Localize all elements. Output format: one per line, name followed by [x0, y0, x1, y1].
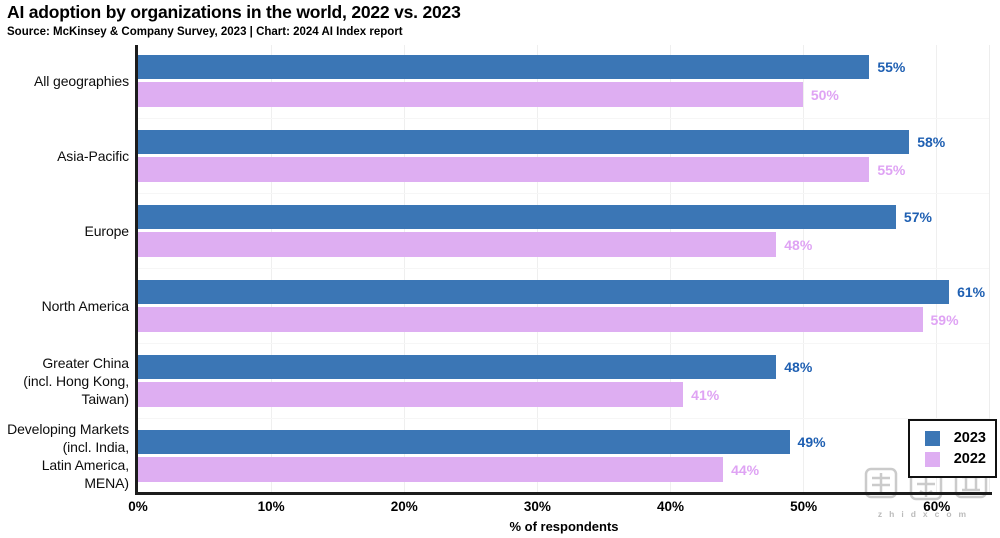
bar-group-all-geographies: 55% 50% [138, 55, 989, 107]
legend-swatch-2023 [925, 430, 940, 446]
bar-row-2022: 48% [138, 232, 989, 257]
category-label-line: All geographies [33, 73, 129, 89]
x-tick-label: 40% [656, 499, 685, 514]
gridline-horizontal [138, 418, 989, 419]
bar-group-asia-pacific: 58% 55% [138, 130, 989, 182]
x-axis-line [135, 492, 992, 495]
category-label-line: Europe [84, 223, 129, 239]
legend-item-2023: 2023 [925, 430, 986, 446]
bar-2023-developing-markets-incl-india-latin-america-mena [138, 430, 790, 454]
category-label-line: Developing Markets [7, 421, 129, 437]
value-label-2022-all-geographies: 50% [810, 86, 839, 103]
bar-group-north-america: 61% 59% [138, 280, 989, 332]
bar-row-2023: 55% [138, 55, 989, 79]
x-tick-label: 30% [523, 499, 551, 514]
value-label-2022-asia-pacific: 55% [877, 161, 906, 178]
bar-row-2022: 44% [138, 457, 989, 482]
y-axis-category-labels: All geographies Asia-Pacific Europe North A… [0, 45, 129, 493]
category-label-line: MENA) [84, 475, 129, 491]
bar-row-2022: 55% [138, 157, 989, 182]
gridline-vertical [536, 45, 538, 493]
value-label-2022-europe: 48% [784, 236, 813, 253]
x-tick-label: 0% [128, 499, 148, 514]
legend: 2023 2022 [908, 419, 997, 478]
value-label-2022-greater-china-incl-hong-kong-taiwan: 41% [691, 386, 720, 403]
value-label-2023-all-geographies: 55% [877, 59, 906, 75]
category-label-line: (incl. Hong Kong, [23, 373, 129, 389]
x-axis-title: % of respondents [509, 519, 619, 534]
bar-2023-greater-china-incl-hong-kong-taiwan [138, 355, 777, 379]
bar-row-2023: 48% [138, 355, 989, 379]
bar-group-developing-markets-incl-india-latin-america-mena: 49% 44% [138, 430, 989, 482]
gridline-vertical [270, 45, 272, 493]
chart-title: AI adoption by organizations in the worl… [7, 2, 461, 22]
category-label: North America [0, 280, 130, 332]
category-label: Greater China (incl. Hong Kong, Taiwan) [0, 355, 129, 407]
gridline-horizontal [138, 268, 989, 269]
x-tick-label: 50% [790, 499, 818, 514]
value-label-2023-developing-markets-incl-india-latin-america-mena: 49% [797, 434, 826, 450]
bar-group-europe: 57% 48% [138, 205, 989, 257]
legend-item-2022: 2022 [925, 451, 986, 467]
bar-2022-europe [138, 232, 777, 257]
value-label-2022-developing-markets-incl-india-latin-america-mena: 44% [731, 461, 760, 478]
bar-row-2023: 58% [138, 130, 989, 154]
plot-area: 55% 50% 58% 55% 57% 48% 61% 59% 48% 41% 49% 44% [138, 45, 990, 493]
x-tick-label: 20% [390, 499, 418, 514]
bar-2022-greater-china-incl-hong-kong-taiwan [138, 382, 684, 407]
gridline-vertical [403, 45, 405, 493]
gridline-horizontal [138, 118, 989, 119]
bar-2022-all-geographies [138, 82, 803, 107]
bar-row-2023: 61% [138, 280, 989, 304]
gridline-vertical [802, 45, 804, 493]
legend-label-2022: 2022 [953, 451, 986, 467]
gridline-vertical [669, 45, 671, 493]
category-label-line: North America [41, 298, 130, 314]
bar-2022-asia-pacific [138, 157, 870, 182]
category-label-line: (incl. India, [62, 439, 130, 455]
category-label-line: Asia-Pacific [57, 148, 129, 164]
category-label-line: Greater China [42, 355, 129, 371]
category-label: Asia-Pacific [0, 130, 129, 182]
bar-row-2023: 49% [138, 430, 989, 454]
category-label: Europe [0, 205, 129, 257]
chart-subtitle: Source: McKinsey & Company Survey, 2023 … [7, 26, 403, 38]
x-tick-label: 60% [923, 499, 951, 514]
category-label: All geographies [0, 55, 129, 107]
gridline-horizontal [138, 193, 989, 194]
bar-2022-developing-markets-incl-india-latin-america-mena [138, 457, 724, 482]
bar-row-2022: 59% [138, 307, 989, 332]
gridline-vertical [935, 45, 937, 493]
category-label-line: Taiwan) [81, 391, 129, 407]
bar-2023-europe [138, 205, 896, 229]
bar-group-greater-china-incl-hong-kong-taiwan: 48% 41% [138, 355, 989, 407]
gridline-horizontal [138, 343, 989, 344]
category-label: Developing Markets (incl. India, Latin Ame… [0, 421, 130, 491]
value-label-2023-europe: 57% [903, 209, 932, 225]
bar-2023-asia-pacific [138, 130, 910, 154]
bar-2023-north-america [138, 280, 950, 304]
bar-row-2022: 50% [138, 82, 989, 107]
value-label-2023-greater-china-incl-hong-kong-taiwan: 48% [784, 359, 813, 375]
bar-2022-north-america [138, 307, 923, 332]
value-label-2022-north-america: 59% [930, 311, 959, 328]
bar-row-2022: 41% [138, 382, 989, 407]
x-tick-label: 10% [257, 499, 285, 514]
value-label-2023-asia-pacific: 58% [917, 134, 946, 150]
value-label-2023-north-america: 61% [957, 284, 986, 300]
legend-swatch-2022 [925, 451, 940, 467]
legend-label-2023: 2023 [953, 430, 986, 446]
category-label-line: Latin America, [41, 457, 129, 473]
bar-row-2023: 57% [138, 205, 989, 229]
bar-2023-all-geographies [138, 55, 870, 79]
y-axis-line [135, 45, 138, 494]
